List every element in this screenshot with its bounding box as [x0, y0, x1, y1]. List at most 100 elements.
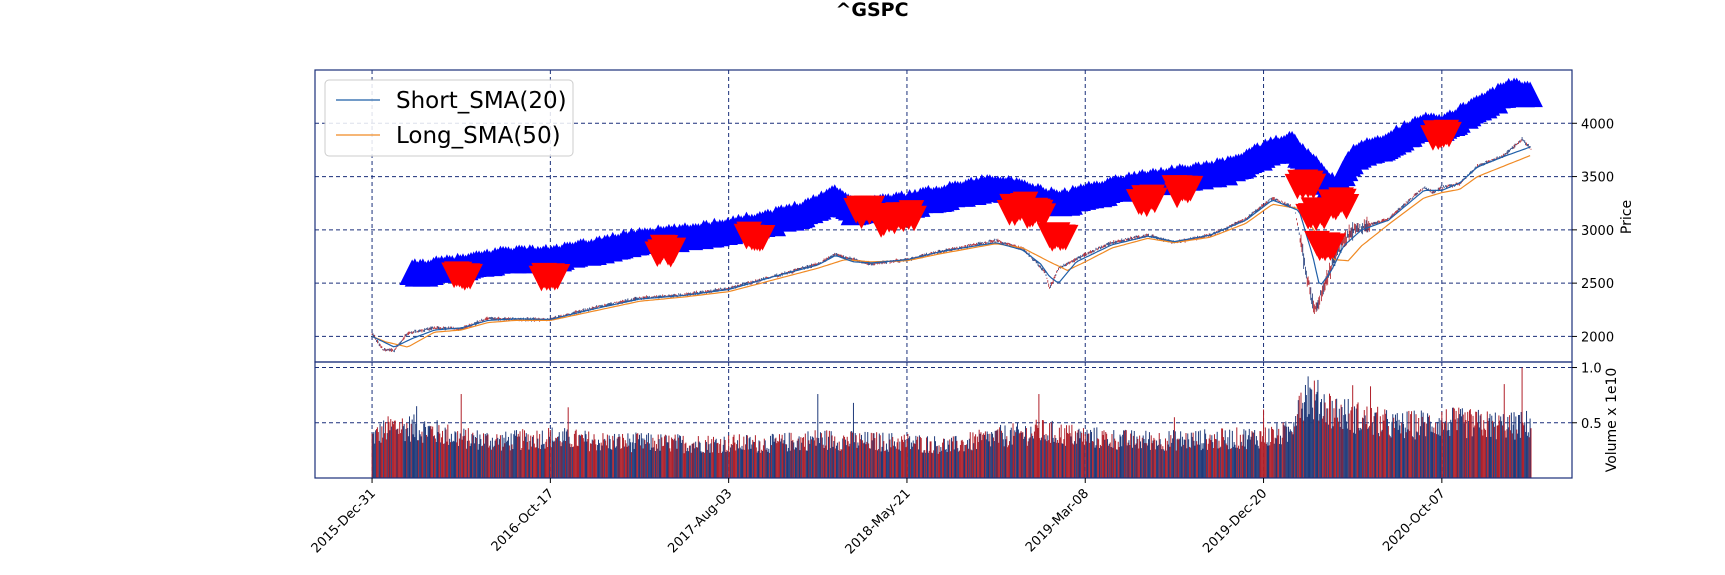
- volume-bar: [1080, 431, 1082, 478]
- volume-bar: [639, 434, 641, 478]
- volume-bar: [716, 443, 718, 478]
- volume-bar: [1244, 446, 1246, 478]
- volume-bar: [1344, 399, 1346, 478]
- volume-bar: [581, 435, 583, 478]
- volume-bar: [1335, 399, 1337, 478]
- volume-bar: [432, 426, 434, 478]
- volume-bar: [892, 436, 894, 478]
- volume-bar: [547, 447, 549, 478]
- volume-bar: [1177, 438, 1179, 478]
- volume-bar: [778, 434, 780, 478]
- x-tick-label: 2015-Dec-31: [309, 486, 379, 556]
- volume-bar: [714, 440, 716, 478]
- volume-bar: [471, 434, 473, 478]
- volume-bar: [744, 449, 746, 478]
- volume-bar: [1234, 444, 1236, 478]
- volume-bar: [683, 453, 685, 478]
- volume-bar: [1529, 418, 1531, 478]
- volume-bar: [582, 438, 584, 478]
- volume-bar: [397, 428, 399, 478]
- volume-bar: [901, 439, 903, 478]
- volume-bar: [1156, 440, 1158, 478]
- volume-bar: [819, 432, 821, 478]
- volume-bar: [408, 436, 410, 478]
- volume-bar: [1189, 446, 1191, 478]
- volume-bar: [1082, 428, 1084, 478]
- volume-bar: [877, 449, 879, 478]
- volume-bar: [542, 444, 544, 478]
- volume-bar: [1184, 439, 1186, 478]
- volume-bar: [959, 444, 961, 478]
- volume-bar: [1372, 434, 1374, 478]
- volume-bar: [1235, 447, 1237, 478]
- volume-bar: [1496, 425, 1498, 478]
- volume-bar: [1078, 428, 1080, 478]
- volume-bar: [523, 440, 525, 478]
- volume-bar: [884, 450, 886, 478]
- volume-bar: [1477, 409, 1479, 478]
- volume-bar: [532, 436, 534, 478]
- volume-bar: [910, 442, 912, 478]
- volume-bar: [387, 416, 389, 478]
- volume-bar: [790, 432, 792, 478]
- volume-bar: [457, 431, 459, 478]
- volume-bar: [693, 442, 695, 478]
- volume-bar: [1001, 432, 1003, 478]
- volume-bar: [1279, 435, 1281, 478]
- volume-bar: [1383, 420, 1385, 478]
- volume-bar: [947, 440, 949, 478]
- volume-bar: [839, 450, 841, 478]
- volume-bar: [1386, 410, 1388, 478]
- volume-bar: [974, 436, 976, 478]
- volume-bar: [1412, 437, 1414, 478]
- volume-bar: [1224, 430, 1226, 478]
- volume-bar: [720, 439, 722, 478]
- volume-bar: [960, 440, 962, 478]
- volume-bar: [1339, 426, 1341, 478]
- volume-bar: [1040, 440, 1042, 478]
- volume-bar: [922, 452, 924, 478]
- volume-bar: [778, 441, 780, 478]
- volume-bar: [487, 434, 489, 478]
- volume-bar: [855, 435, 857, 478]
- volume-bar: [815, 445, 817, 478]
- volume-bar: [536, 430, 538, 478]
- volume-bar: [1287, 441, 1289, 478]
- volume-bar: [1430, 431, 1432, 478]
- volume-bar: [1182, 444, 1184, 478]
- volume-bar: [650, 434, 652, 478]
- volume-bar: [1345, 414, 1347, 478]
- volume-bar: [846, 436, 848, 478]
- volume-bar: [1264, 427, 1266, 478]
- volume-bar: [1066, 432, 1068, 478]
- volume-bar: [389, 430, 391, 478]
- legend-label-long-sma: Long_SMA(50): [396, 123, 561, 149]
- volume-bar: [895, 448, 897, 478]
- volume-bar: [1394, 427, 1396, 478]
- volume-bar: [836, 445, 838, 478]
- volume-bar: [1063, 439, 1065, 478]
- volume-bar: [632, 434, 634, 478]
- volume-bar: [1112, 447, 1114, 478]
- volume-bar: [756, 452, 758, 478]
- volume-bar: [1180, 431, 1182, 478]
- volume-bar: [1025, 426, 1027, 478]
- volume-bar: [983, 433, 985, 478]
- volume-bar: [755, 447, 757, 478]
- volume-bar: [1417, 432, 1419, 478]
- volume-bar: [1220, 446, 1222, 478]
- volume-bar: [1434, 433, 1436, 478]
- volume-bar: [553, 441, 555, 478]
- volume-bar: [691, 443, 693, 478]
- volume-bar: [1518, 415, 1520, 478]
- volume-bar: [407, 428, 409, 478]
- volume-bar: [1442, 422, 1444, 478]
- volume-bar: [1523, 425, 1525, 478]
- volume-bar: [1384, 409, 1386, 478]
- volume-bar: [853, 442, 855, 478]
- volume-bar: [990, 446, 992, 478]
- volume-bar: [1163, 449, 1165, 478]
- volume-bar: [950, 451, 952, 478]
- volume-bar: [1203, 443, 1205, 478]
- volume-bar: [951, 441, 953, 478]
